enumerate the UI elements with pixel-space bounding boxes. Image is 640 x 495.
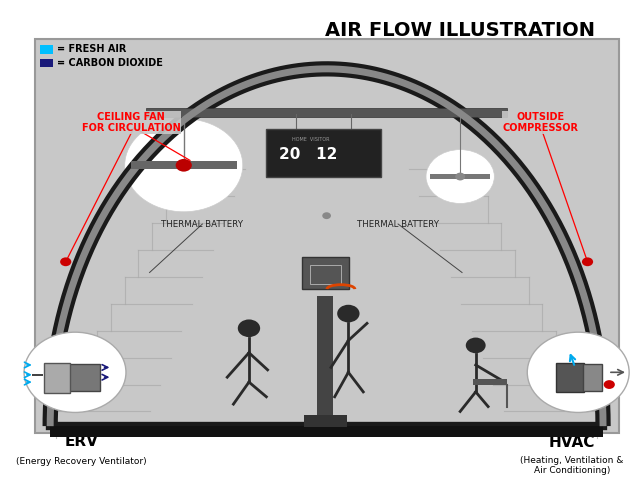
Bar (40, 45, 53, 53)
Bar (40, 58, 53, 67)
Text: = CARBON DIOXIDE: = CARBON DIOXIDE (57, 58, 163, 68)
Bar (131, 161, 237, 169)
Bar (31, 374, 43, 376)
Text: (Energy Recovery Ventilator): (Energy Recovery Ventilator) (16, 457, 147, 466)
Bar (583, 364, 602, 391)
Bar (430, 174, 490, 180)
Text: = FRESH AIR: = FRESH AIR (57, 44, 126, 54)
Text: THERMAL BATTERY: THERMAL BATTERY (161, 219, 243, 229)
Text: HVAC: HVAC (549, 435, 595, 450)
Circle shape (24, 332, 126, 412)
Text: ERV: ERV (64, 434, 98, 449)
Circle shape (604, 380, 615, 389)
Bar (302, 257, 349, 289)
Text: AIR FLOW ILLUSTRATION: AIR FLOW ILLUSTRATION (325, 21, 595, 40)
Bar (35, 40, 619, 434)
Circle shape (238, 319, 260, 337)
Circle shape (455, 173, 465, 181)
Bar (556, 362, 584, 392)
Text: (Heating, Ventilation &
Air Conditioning): (Heating, Ventilation & Air Conditioning… (520, 455, 624, 475)
Circle shape (337, 305, 360, 322)
Circle shape (582, 257, 593, 266)
Circle shape (175, 159, 192, 172)
Circle shape (466, 338, 486, 353)
FancyBboxPatch shape (266, 129, 381, 177)
Text: CEILING FAN
FOR CIRCULATION: CEILING FAN FOR CIRCULATION (81, 112, 180, 134)
Text: 20   12: 20 12 (279, 147, 337, 162)
Text: OUTSIDE
COMPRESSOR: OUTSIDE COMPRESSOR (503, 112, 579, 134)
Bar (69, 364, 100, 391)
Bar (50, 426, 603, 437)
Bar (303, 415, 347, 427)
Bar (472, 379, 507, 385)
Bar (44, 362, 70, 393)
Text: THERMAL BATTERY: THERMAL BATTERY (357, 219, 439, 229)
Bar (147, 108, 507, 117)
Circle shape (527, 332, 629, 412)
Circle shape (323, 212, 331, 219)
Circle shape (60, 257, 71, 266)
Circle shape (125, 119, 243, 212)
Bar (310, 265, 341, 284)
Bar (317, 297, 333, 424)
Circle shape (426, 149, 494, 203)
Text: HOME  VISITOR: HOME VISITOR (292, 137, 330, 143)
